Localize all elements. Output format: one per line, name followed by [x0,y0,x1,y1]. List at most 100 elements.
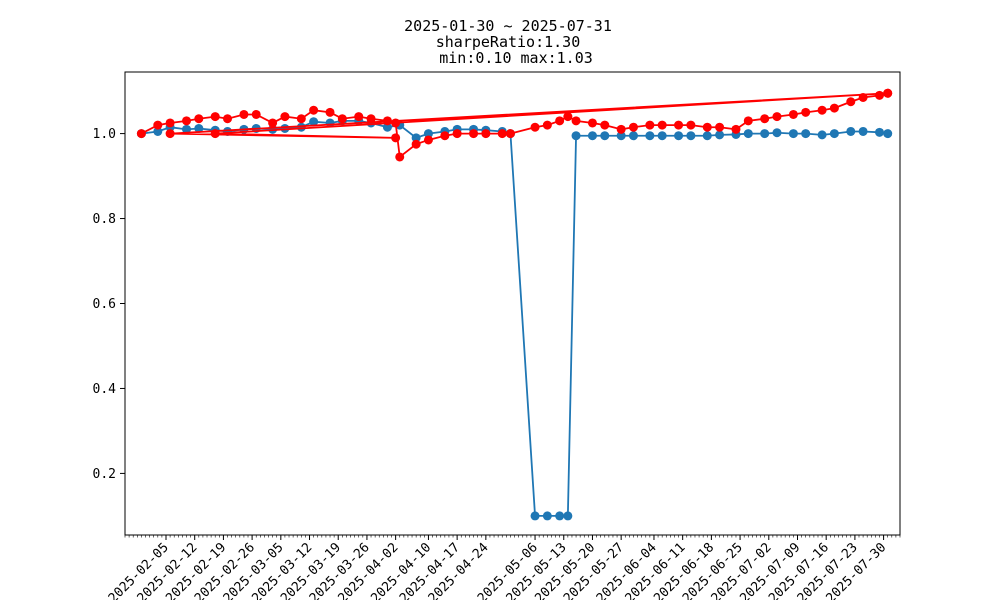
series-1-point [883,88,893,98]
series-0-point [657,131,667,141]
series-1-point [153,120,163,130]
series-0-point [153,126,163,136]
series-0 [136,116,893,521]
series-1-point [391,133,401,143]
series-1-point [423,135,433,145]
y-tick-label: 0.2 [93,467,116,482]
series-0-point [702,131,712,141]
series-1-point [657,120,667,130]
series-1-point [645,120,655,130]
series-1-point [366,114,376,124]
series-0-point [616,131,626,141]
series-1-point [382,116,392,126]
series-1-point [469,129,479,139]
series-1-point [801,107,811,117]
series-1-point [829,103,839,113]
series-1 [136,88,893,162]
series-1-point [268,118,278,128]
series-1-point [555,116,565,126]
series-0-point [801,129,811,139]
series-1-point [674,120,684,130]
series-1-point [481,129,491,139]
series-1-point [788,109,798,119]
series-0-point [382,122,392,132]
series-1-point [452,129,462,139]
series-1-point [731,124,741,134]
series-0-point [423,129,433,139]
series-0-point [883,129,893,139]
series-1-point [337,114,347,124]
series-0-point [715,130,725,140]
series-1-point [182,116,192,126]
title-line-range: 2025-01-30 ~ 2025-07-31 [404,17,612,35]
series-0-point [600,131,610,141]
title-line-sharpe: sharpeRatio:1.30 [436,33,581,51]
series-0-point [571,131,581,141]
series-0-point [846,126,856,136]
series-1-point [136,129,146,139]
series-0-point [788,129,798,139]
series-0-point [858,126,868,136]
series-0-point [411,133,421,143]
y-axis: 0.2 0.4 0.6 0.8 1.0 [93,127,125,482]
series-1-point [354,112,364,122]
series-1-point [411,139,421,149]
series-0-line [141,119,888,517]
series-0-point [817,130,827,140]
series-1-point [165,129,175,139]
series-0-point [309,117,319,127]
series-1-point [239,109,249,119]
series-0-point [829,129,839,139]
series-1-point [296,114,306,124]
y-tick-label: 1.0 [93,127,116,142]
series-1-point [743,116,753,126]
series-1-point [497,129,507,139]
series-0-point [194,123,204,133]
series-1-point [210,129,220,139]
series-1-point [600,120,610,130]
series-1-point [210,112,220,122]
series-0-point [760,129,770,139]
series-1-point [571,116,581,126]
series-1-point [715,122,725,132]
y-tick-label: 0.8 [93,212,116,227]
series-0-point [875,127,884,137]
series-0-point [686,131,696,141]
series-1-point [395,152,405,162]
series-1-point [505,129,515,139]
series-1-point [530,122,540,132]
series-0-point [530,511,540,521]
series-0-point [587,131,597,141]
series-1-point [702,122,712,132]
series-1-point [223,114,233,124]
series-1-point [846,97,856,107]
series-1-point [440,131,450,141]
series-1-point [194,114,204,124]
series-layer [136,88,893,521]
series-1-point [325,107,335,117]
chart-title: 2025-01-30 ~ 2025-07-31 sharpeRatio:1.30… [404,17,612,67]
series-1-point [251,109,261,119]
series-1-point [858,92,868,102]
series-0-point [563,511,573,521]
series-0-point [296,122,306,132]
series-1-point [165,118,175,128]
series-1-point [391,118,401,128]
y-tick-label: 0.4 [93,382,117,397]
series-0-point [645,131,655,141]
series-1-point [772,112,782,122]
series-1-point [616,124,626,134]
series-0-point [743,129,753,139]
series-0-point [772,128,782,138]
plot-area-frame [124,71,901,536]
series-1-point [875,90,884,100]
series-0-point [542,511,552,521]
series-0-point [628,131,638,141]
series-1-point [628,122,638,132]
series-1-point [542,120,552,130]
series-1-point [760,114,770,124]
y-tick-label: 0.6 [93,297,116,312]
series-1-point [563,112,573,122]
